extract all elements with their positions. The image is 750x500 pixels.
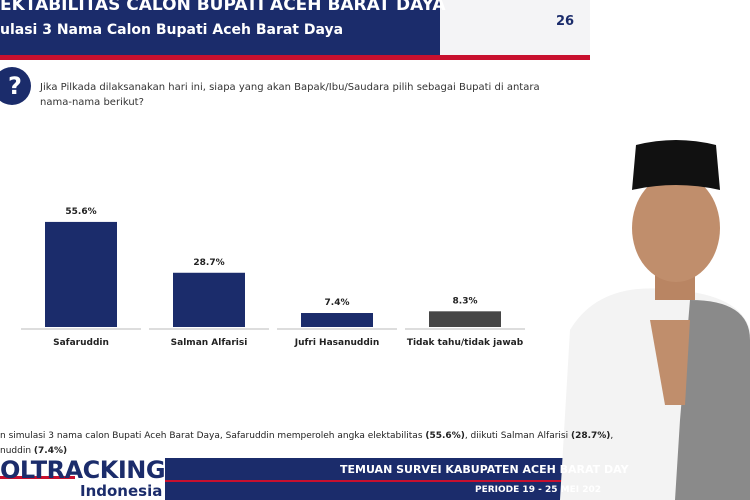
summary-segment: (28.7%) xyxy=(570,431,611,441)
question-text: Jika Pilkada dilaksanakan hari ini, siap… xyxy=(40,82,540,108)
question-icon-bg xyxy=(0,67,31,105)
bar xyxy=(45,221,117,327)
scarf xyxy=(675,300,750,500)
header-stripe xyxy=(0,55,590,60)
face xyxy=(632,174,720,282)
question-icon: ? xyxy=(8,72,22,100)
summary-line: n simulasi 3 nama calon Bupati Aceh Bara… xyxy=(0,429,613,444)
value-label: 55.6% xyxy=(65,207,96,217)
header-title: EKTABILITAS CALON BUPATI ACEH BARAT DAYA xyxy=(0,0,446,15)
value-label: 7.4% xyxy=(325,298,350,308)
cap xyxy=(632,140,720,190)
footer-band xyxy=(165,458,595,500)
summary-text: n simulasi 3 nama calon Bupati Aceh Bara… xyxy=(0,429,613,459)
logo-stripe xyxy=(0,476,75,479)
footer-stripe xyxy=(165,480,595,482)
footer-period: PERIODE 19 - 25 MEI 202 xyxy=(475,485,601,495)
value-label: 28.7% xyxy=(193,258,224,268)
summary-segment: nuddin xyxy=(0,446,34,456)
summary-segment: (7.4%) xyxy=(33,446,68,456)
summary-segment: , diikuti Salman Alfarisi xyxy=(464,431,571,441)
category-label: Safaruddin xyxy=(53,338,109,348)
footer-banner: TEMUAN SURVEI KABUPATEN ACEH BARAT DAY xyxy=(340,463,629,476)
page-number: 26 xyxy=(556,14,575,29)
person-photo xyxy=(560,140,750,500)
summary-line: nuddin (7.4%) xyxy=(0,444,540,459)
hands xyxy=(650,320,690,405)
logo-subtitle: Indonesia xyxy=(80,482,163,500)
category-label: Jufri Hasanuddin xyxy=(294,338,380,348)
summary-segment: , xyxy=(610,431,614,441)
category-label: Salman Alfarisi xyxy=(171,338,248,348)
bar xyxy=(429,311,501,327)
header-subtitle: ulasi 3 Nama Calon Bupati Aceh Barat Day… xyxy=(0,22,344,38)
logo: OLTRACKING xyxy=(0,456,166,484)
summary-segment: n simulasi 3 nama calon Bupati Aceh Bara… xyxy=(0,431,426,441)
summary-segment: (55.6%) xyxy=(425,431,465,441)
bar xyxy=(301,313,373,327)
header-corner xyxy=(440,0,590,55)
bar xyxy=(173,272,245,327)
value-label: 8.3% xyxy=(453,296,478,306)
category-label: Tidak tahu/tidak jawab xyxy=(407,338,524,348)
